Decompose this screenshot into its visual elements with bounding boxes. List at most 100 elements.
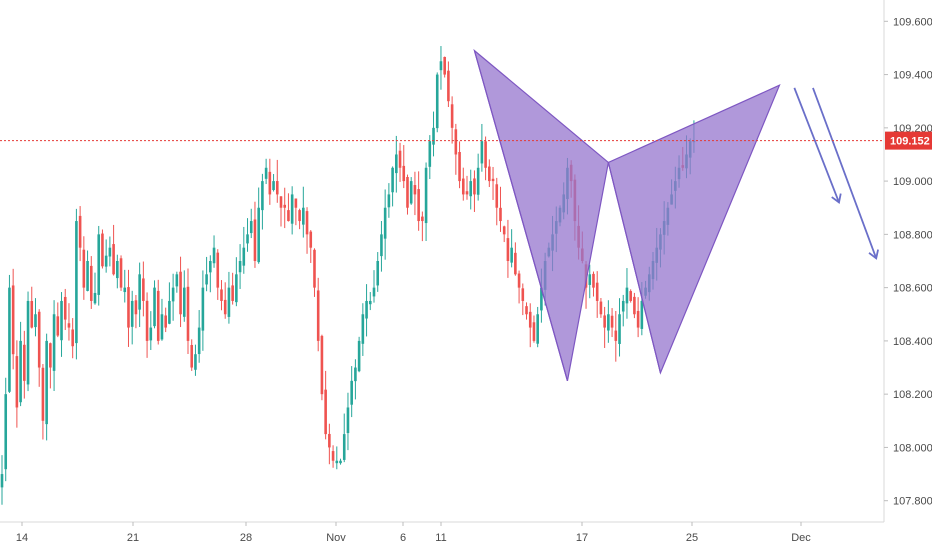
candle-body <box>629 291 632 301</box>
candle <box>275 159 279 203</box>
candle-body <box>525 306 528 315</box>
candle-body <box>112 244 115 275</box>
candle-body <box>212 247 216 264</box>
candle-body <box>428 141 432 167</box>
candle <box>235 257 238 307</box>
candle <box>205 256 208 292</box>
candle-body <box>469 181 473 197</box>
candle <box>421 211 424 242</box>
candle-body <box>621 300 625 312</box>
candle-body <box>324 389 327 435</box>
price-axis[interactable]: 107.800 108.000 108.200 108.400 108.600 108.8… <box>884 16 932 508</box>
candle <box>290 186 294 235</box>
candle-body <box>610 315 614 328</box>
arrow-head <box>831 193 842 204</box>
candle <box>63 288 67 331</box>
candle <box>238 244 242 289</box>
candle <box>424 162 428 241</box>
candle <box>209 255 212 293</box>
candle <box>75 208 78 360</box>
candle-body <box>23 344 26 381</box>
arrow-head <box>868 249 879 260</box>
candle-body <box>316 290 320 341</box>
candle-body <box>298 210 301 222</box>
candle <box>629 289 632 303</box>
candle <box>335 446 339 470</box>
candle-body <box>633 296 636 315</box>
candle-body <box>417 189 420 222</box>
candle <box>346 392 350 451</box>
candle-body <box>194 354 197 370</box>
candle <box>298 208 301 230</box>
candle <box>339 458 342 465</box>
candle-body <box>528 311 532 328</box>
y-tick-label: 108.600 <box>893 283 932 295</box>
candle-body <box>279 196 283 208</box>
candle <box>458 141 461 189</box>
candle-body <box>476 167 480 195</box>
candle <box>443 56 446 78</box>
candle-body <box>37 311 41 368</box>
candle <box>272 174 275 192</box>
candle <box>108 236 112 267</box>
candle <box>614 310 618 362</box>
candle <box>603 306 606 348</box>
candle <box>525 302 528 320</box>
candle-body <box>592 273 595 288</box>
candle-body <box>186 286 190 341</box>
candle <box>82 236 86 300</box>
candle <box>618 298 621 357</box>
candle <box>171 273 175 321</box>
x-tick-label: 25 <box>686 532 698 544</box>
candle-body <box>540 287 543 311</box>
candle-body <box>101 233 104 267</box>
pattern-leg-bc <box>607 162 662 374</box>
candle-body <box>309 231 313 248</box>
current-price-label: 109.152 <box>890 136 930 148</box>
candle <box>227 271 231 324</box>
candle-body <box>26 300 30 385</box>
candle <box>52 300 56 391</box>
candle-body <box>625 287 629 304</box>
time-axis[interactable]: 14 21 28 Nov 6 11 17 25 Dec <box>16 522 811 544</box>
candle-body <box>97 234 101 295</box>
candle-body <box>171 287 175 302</box>
candle-body <box>350 380 353 405</box>
candle <box>599 298 603 318</box>
y-tick-label: 107.800 <box>893 496 932 508</box>
candle-body <box>0 474 4 488</box>
candle-body <box>268 171 272 195</box>
candle <box>536 306 539 348</box>
candle <box>264 158 268 185</box>
current-price-badge <box>885 131 932 150</box>
candle <box>231 272 234 305</box>
candle <box>123 269 127 303</box>
candle <box>636 297 640 338</box>
candle-body <box>287 210 290 222</box>
candle <box>328 423 331 465</box>
candle-body <box>607 314 610 331</box>
candle-body <box>261 181 264 211</box>
candle-body <box>499 207 502 222</box>
candle-body <box>104 255 108 267</box>
candle-body <box>283 204 287 208</box>
candle-body <box>365 300 368 319</box>
candle <box>30 286 34 329</box>
candle <box>130 290 134 345</box>
candle-body <box>346 407 350 434</box>
candle <box>435 72 439 133</box>
candle-body <box>275 181 279 195</box>
down-arrow-icon <box>793 87 842 204</box>
candle <box>142 261 145 317</box>
candle-body <box>197 327 201 355</box>
candle <box>97 225 101 306</box>
candle <box>261 173 264 230</box>
candle-body <box>640 300 644 329</box>
candle-body <box>331 451 335 461</box>
candle-body <box>413 185 417 195</box>
candle-body <box>339 460 342 464</box>
candle-body <box>238 261 242 273</box>
candle-body <box>34 314 37 328</box>
candle <box>342 413 346 463</box>
